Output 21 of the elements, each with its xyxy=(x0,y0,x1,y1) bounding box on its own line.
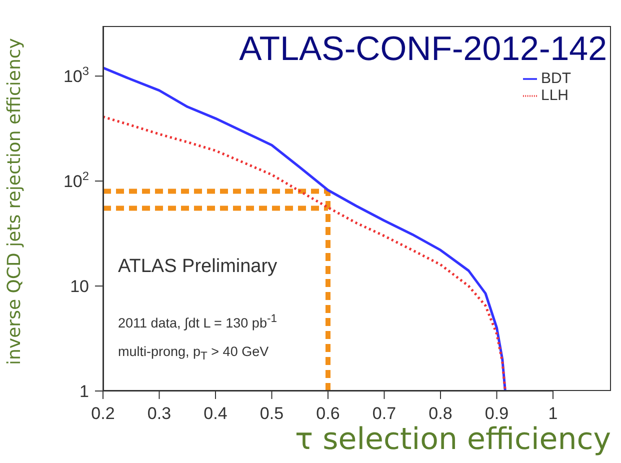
annotation: ATLAS Preliminary xyxy=(118,256,278,278)
y-tick-label: 10$^{2}$ xyxy=(63,169,90,192)
chart-title: ATLAS-CONF-2012-142 xyxy=(239,30,607,69)
x-tick-label: 0.2 xyxy=(91,404,115,423)
annotation: multi-prong, p$_{T}$ > 40 GeV xyxy=(118,344,269,363)
x-tick-label: 0.9 xyxy=(484,404,509,423)
x-tick-label: 0.3 xyxy=(147,404,172,423)
x-tick-label: 0.6 xyxy=(316,404,340,423)
y-tick-label: 10 xyxy=(70,277,89,296)
legend-label: LLH xyxy=(541,87,569,104)
x-axis-title: τ selection efficiency xyxy=(295,422,611,457)
y-axis-title: inverse QCD jets rejection efficiency xyxy=(4,38,25,365)
x-tick-label: 0.8 xyxy=(428,404,452,423)
x-tick-label: 0.4 xyxy=(204,404,228,423)
x-tick-label: 1 xyxy=(548,404,558,423)
legend-label: BDT xyxy=(541,70,571,87)
x-tick-label: 0.7 xyxy=(372,404,396,423)
annotation: 2011 data, ∫dt L = 130 pb$^{-1}$ xyxy=(118,313,277,330)
y-tick-label: 1 xyxy=(80,382,89,401)
y-tick-label: 10$^{3}$ xyxy=(63,64,90,86)
x-tick-label: 0.5 xyxy=(260,404,284,423)
